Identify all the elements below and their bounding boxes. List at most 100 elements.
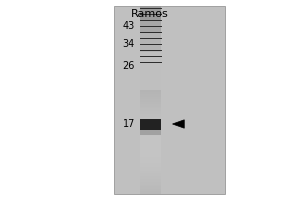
Bar bbox=[140, 99, 160, 100]
Bar bbox=[140, 146, 160, 147]
Bar bbox=[140, 176, 160, 177]
Bar bbox=[140, 97, 160, 98]
Bar bbox=[140, 133, 160, 134]
Bar bbox=[140, 44, 160, 45]
Bar bbox=[140, 90, 160, 91]
Bar bbox=[140, 25, 160, 26]
Bar bbox=[140, 66, 160, 67]
Bar bbox=[140, 61, 160, 62]
Bar bbox=[140, 54, 160, 55]
Bar bbox=[140, 19, 160, 20]
Bar bbox=[140, 39, 160, 40]
Bar bbox=[140, 138, 160, 139]
Bar bbox=[140, 77, 160, 78]
Bar bbox=[140, 186, 160, 187]
Bar bbox=[140, 193, 160, 194]
Bar bbox=[140, 24, 160, 25]
Bar bbox=[140, 150, 160, 151]
Bar bbox=[140, 71, 160, 72]
Bar bbox=[140, 154, 160, 155]
Bar bbox=[140, 169, 160, 170]
Bar bbox=[140, 173, 160, 174]
Bar bbox=[140, 60, 160, 61]
Bar bbox=[140, 179, 160, 180]
Bar bbox=[140, 148, 160, 149]
Bar bbox=[140, 181, 160, 182]
Bar bbox=[140, 22, 160, 23]
Bar bbox=[140, 130, 160, 131]
Bar bbox=[140, 184, 160, 185]
Bar bbox=[140, 192, 160, 193]
Bar bbox=[140, 47, 160, 48]
Bar bbox=[140, 45, 160, 46]
Bar bbox=[140, 124, 160, 125]
Bar bbox=[140, 52, 160, 53]
Bar bbox=[140, 108, 160, 109]
Bar bbox=[140, 91, 160, 92]
Bar bbox=[140, 69, 160, 70]
Bar bbox=[140, 180, 160, 181]
Bar bbox=[140, 107, 160, 108]
Bar bbox=[140, 121, 160, 122]
Bar bbox=[140, 72, 160, 73]
Bar bbox=[140, 129, 160, 130]
Bar bbox=[140, 56, 160, 57]
Bar bbox=[140, 147, 160, 148]
Bar bbox=[140, 183, 160, 184]
Bar bbox=[140, 73, 160, 74]
Bar bbox=[140, 64, 160, 65]
Bar bbox=[140, 31, 160, 32]
Bar bbox=[140, 10, 160, 11]
Bar bbox=[140, 57, 160, 58]
Bar bbox=[140, 152, 160, 153]
Bar bbox=[140, 127, 160, 128]
Bar bbox=[140, 149, 160, 150]
Bar bbox=[140, 38, 160, 39]
Bar bbox=[140, 40, 160, 41]
Bar bbox=[140, 137, 160, 138]
Bar bbox=[140, 172, 160, 173]
Bar bbox=[140, 110, 160, 111]
Bar bbox=[140, 102, 160, 103]
Text: 17: 17 bbox=[123, 119, 135, 129]
Bar bbox=[140, 178, 160, 179]
Bar bbox=[140, 13, 160, 14]
Bar bbox=[140, 188, 160, 189]
Bar bbox=[140, 82, 160, 83]
Bar bbox=[140, 189, 160, 190]
Bar bbox=[140, 76, 160, 77]
Bar bbox=[140, 126, 160, 127]
Bar bbox=[140, 18, 160, 19]
Bar bbox=[140, 132, 160, 133]
Bar bbox=[140, 158, 160, 159]
Bar bbox=[140, 75, 160, 76]
Bar bbox=[140, 191, 160, 192]
Bar bbox=[140, 74, 160, 75]
Bar bbox=[140, 89, 160, 90]
Bar bbox=[140, 70, 160, 71]
Bar bbox=[140, 86, 160, 87]
Bar bbox=[140, 117, 160, 118]
Bar bbox=[140, 162, 160, 163]
Bar bbox=[140, 119, 158, 124]
Bar bbox=[140, 165, 160, 166]
Bar bbox=[140, 185, 160, 186]
Bar bbox=[140, 11, 160, 12]
Bar bbox=[114, 6, 225, 194]
Bar bbox=[140, 68, 160, 69]
Bar bbox=[140, 103, 160, 104]
Bar bbox=[140, 81, 160, 82]
Polygon shape bbox=[172, 120, 184, 128]
Bar bbox=[140, 32, 160, 33]
Bar bbox=[140, 78, 160, 79]
Bar bbox=[140, 53, 160, 54]
Bar bbox=[140, 29, 160, 30]
Bar bbox=[140, 129, 160, 135]
Bar bbox=[140, 43, 160, 44]
Bar bbox=[140, 51, 160, 52]
Bar bbox=[140, 94, 160, 95]
Bar bbox=[140, 67, 160, 68]
Bar bbox=[140, 120, 160, 121]
Bar bbox=[140, 6, 160, 7]
Bar bbox=[140, 17, 160, 18]
